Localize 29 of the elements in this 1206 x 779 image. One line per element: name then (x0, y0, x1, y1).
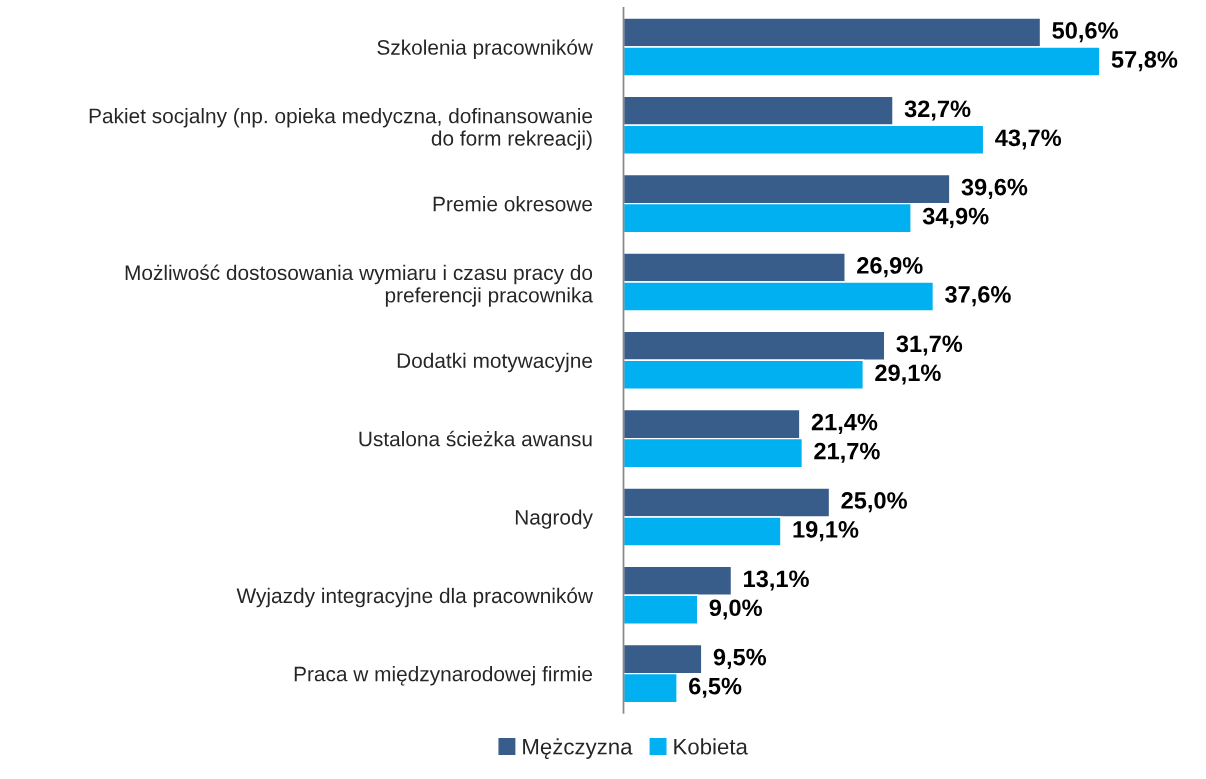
y-tick-label: Dodatki motywacyjne (397, 352, 593, 373)
data-label: 32,7% (904, 100, 971, 121)
legend-label: Mężczyzna (523, 738, 633, 759)
data-label: 25,0% (841, 492, 907, 513)
data-label: 9,0% (709, 599, 762, 620)
y-tick-label: Nagrody (515, 509, 593, 529)
data-label: 57,8% (1111, 51, 1178, 72)
data-label: 13,1% (744, 570, 809, 591)
legend-label: Kobieta (674, 738, 748, 755)
y-tick-label: Możliwość dostosowania wymiaru i czasu pracy do preferencji pracownika (125, 264, 593, 307)
y-tick-label: Wyjazdy integracyjne dla pracowników (236, 587, 594, 608)
y-tick-label: Premie okresowe (433, 196, 593, 212)
data-label: 31,7% (896, 335, 963, 356)
data-label: 19,1% (793, 521, 859, 542)
data-label: 43,7% (995, 129, 1062, 150)
y-tick-label: Ustalona ścieżka awansu (359, 430, 592, 447)
data-label: 21,7% (814, 442, 880, 463)
data-label: 34,9% (922, 207, 989, 228)
y-tick-label: Szkolenia pracowników (377, 39, 594, 59)
data-label: 9,5% (713, 648, 767, 669)
data-label: 21,4% (811, 413, 878, 434)
data-label: 6,5% (689, 677, 742, 698)
y-tick-label: Praca w międzynarodowej firmie (294, 666, 593, 686)
data-label: 26,9% (857, 257, 923, 278)
data-label: 37,6% (945, 286, 1011, 307)
data-label: 50,6% (1052, 22, 1118, 43)
data-label: 39,6% (961, 178, 1028, 199)
y-tick-label: Pakiet socjalny (np. opieka medyczna, dofinansowanie do form rekreacji) (89, 108, 593, 150)
data-label: 29,1% (875, 364, 941, 385)
